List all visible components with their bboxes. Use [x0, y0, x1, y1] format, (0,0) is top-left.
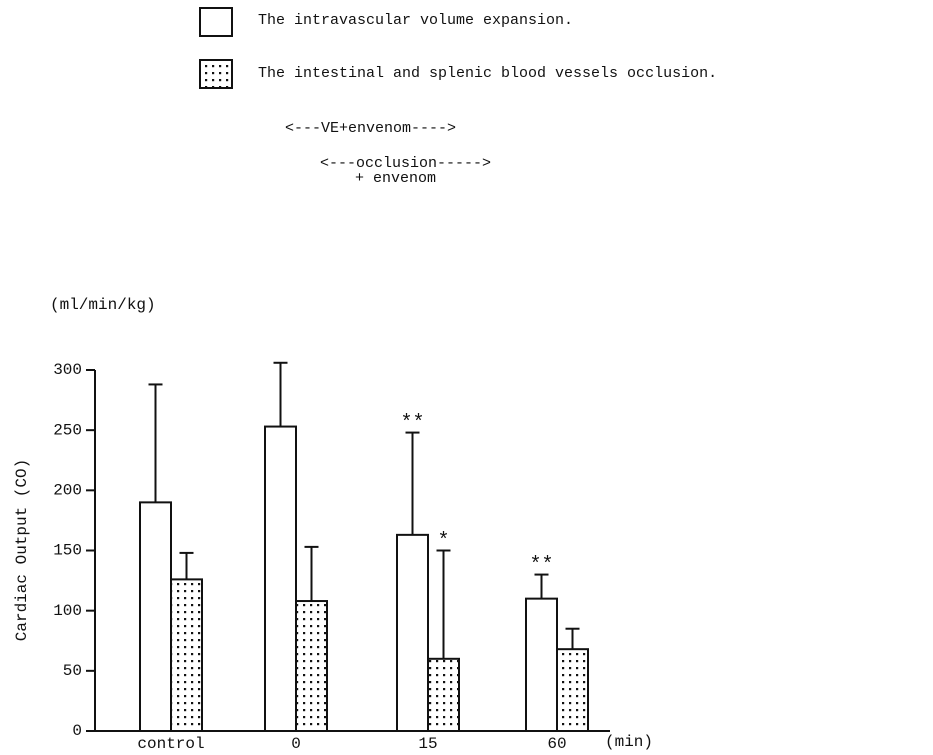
x-tick-label: 60 — [547, 735, 566, 753]
bar — [170, 578, 203, 732]
y-tick-label: 250 — [53, 421, 82, 439]
y-tick-label: 50 — [63, 662, 82, 680]
x-tick-label: control — [137, 735, 204, 753]
y-tick-label: 150 — [53, 542, 82, 560]
bar — [427, 657, 460, 732]
x-tick-label: 0 — [291, 735, 301, 753]
x-unit: (min) — [605, 733, 653, 751]
y-tick-label: 300 — [53, 361, 82, 379]
bar — [525, 597, 558, 733]
significance-mark: ** — [400, 412, 424, 435]
annotation: <---VE+envenom----> — [285, 120, 456, 137]
bar — [396, 533, 429, 733]
legend-swatch — [199, 59, 233, 89]
legend-label: The intravascular volume expansion. — [258, 12, 573, 29]
y-tick-label: 100 — [53, 602, 82, 620]
bar — [264, 425, 297, 732]
significance-mark: * — [437, 530, 449, 553]
bar — [556, 648, 589, 733]
annotation: <---occlusion-----> — [320, 155, 491, 172]
y-tick-label: 200 — [53, 482, 82, 500]
annotation: + envenom — [355, 170, 436, 187]
y-tick-label: 0 — [72, 722, 82, 740]
legend-label: The intestinal and splenic blood vessels… — [258, 65, 717, 82]
bar — [139, 501, 172, 732]
legend-swatch — [199, 7, 233, 37]
x-tick-label: 15 — [418, 735, 437, 753]
significance-mark: ** — [529, 554, 553, 577]
y-axis-title: Cardiac Output (CO) — [13, 459, 31, 641]
y-unit: (ml/min/kg) — [50, 296, 156, 314]
bar — [295, 600, 328, 732]
